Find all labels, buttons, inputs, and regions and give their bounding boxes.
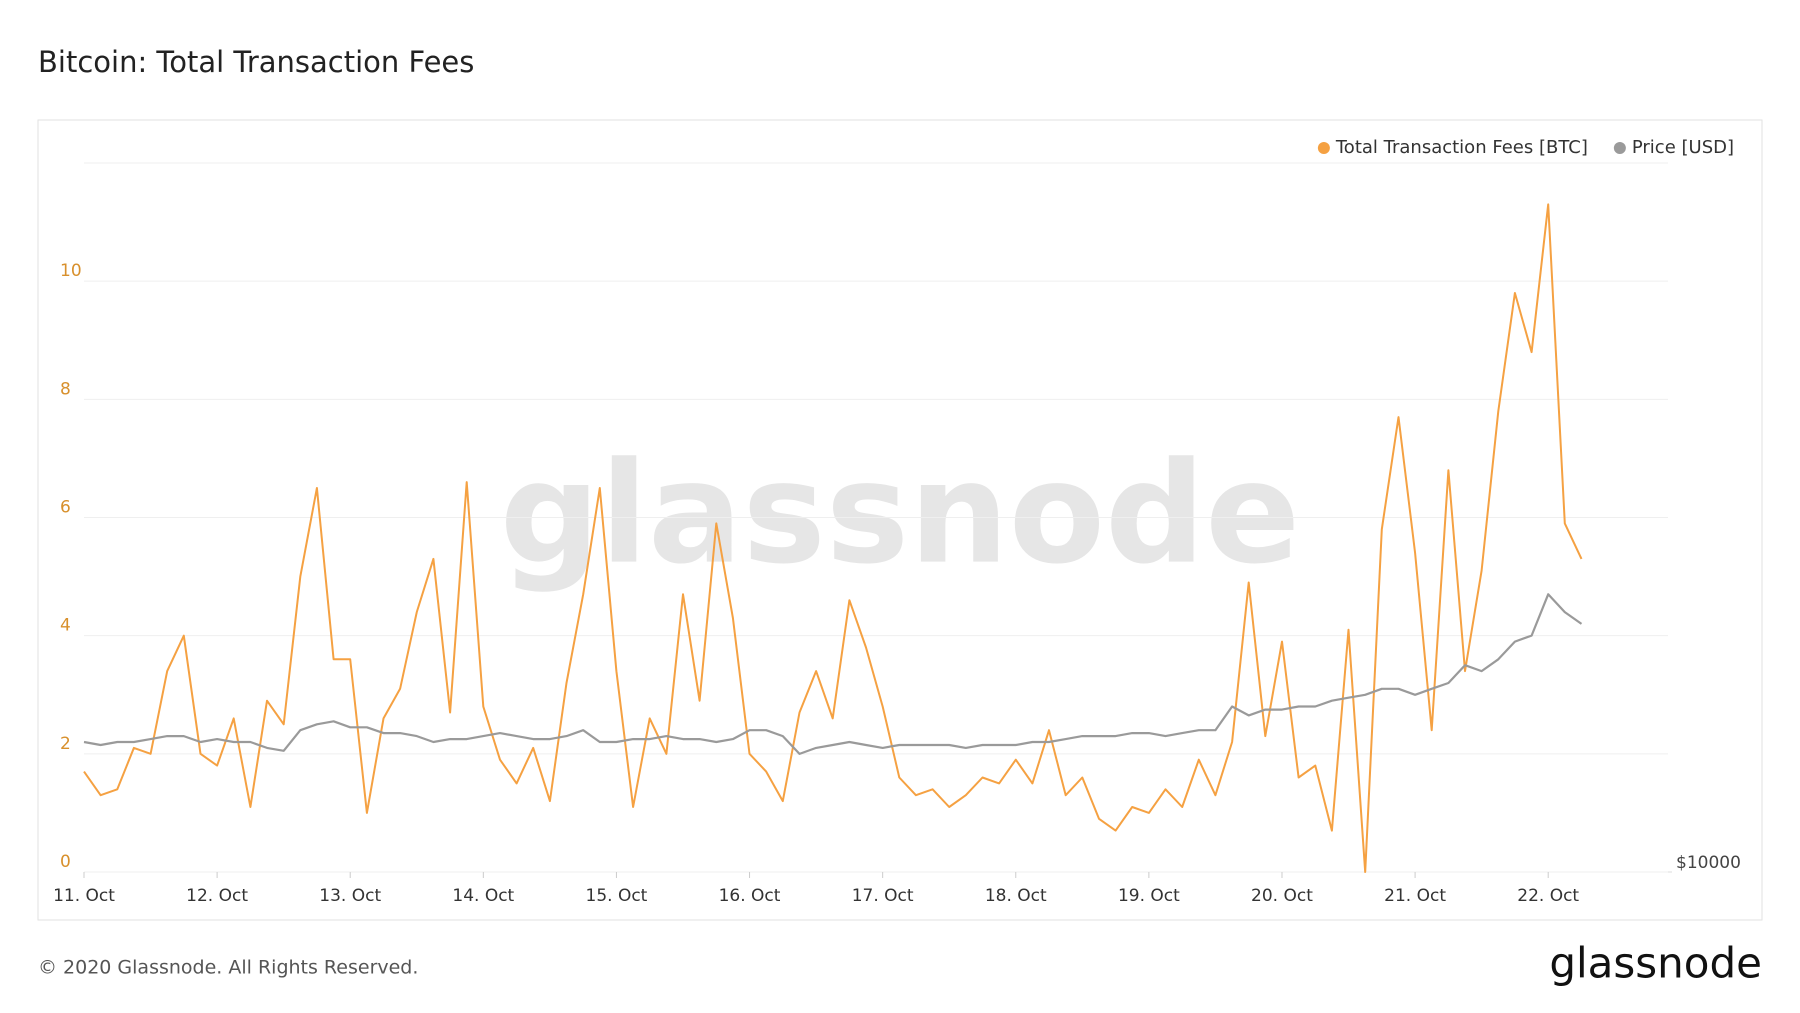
legend-label: Total Transaction Fees [BTC] <box>1335 137 1588 158</box>
chart-frame <box>37 119 1763 921</box>
x-tick-label: 16. Oct <box>719 886 781 906</box>
x-tick-label: 11. Oct <box>53 886 115 906</box>
copyright: © 2020 Glassnode. All Rights Reserved. <box>38 957 418 979</box>
series-line <box>83 593 1583 755</box>
x-tick-label: 20. Oct <box>1251 886 1313 906</box>
x-tick-label: 21. Oct <box>1384 886 1446 906</box>
y-tick-label: 6 <box>60 498 71 518</box>
x-tick-label: 22. Oct <box>1517 886 1579 906</box>
y2-tick-label: $10000 <box>1676 853 1741 873</box>
x-tick-label: 17. Oct <box>852 886 914 906</box>
y-tick-label: 8 <box>60 379 71 399</box>
legend-label: Price [USD] <box>1632 137 1734 158</box>
y-tick-label: 4 <box>60 616 71 636</box>
x-tick-label: 19. Oct <box>1118 886 1180 906</box>
y-tick-label: 10 <box>60 261 82 281</box>
series-line <box>83 203 1583 873</box>
legend-swatch <box>1613 142 1626 154</box>
logo: glassnode <box>1549 939 1762 988</box>
chart-title: Bitcoin: Total Transaction Fees <box>38 45 474 79</box>
x-tick-label: 12. Oct <box>186 886 248 906</box>
y-tick-label: 2 <box>60 734 71 754</box>
y-tick-label: 0 <box>60 852 71 872</box>
x-tick-label: 13. Oct <box>319 886 381 906</box>
x-tick-label: 15. Oct <box>586 886 648 906</box>
legend-swatch <box>1317 142 1330 154</box>
watermark: glassnode <box>500 433 1300 596</box>
x-tick-label: 14. Oct <box>452 886 514 906</box>
x-tick-label: 18. Oct <box>985 886 1047 906</box>
